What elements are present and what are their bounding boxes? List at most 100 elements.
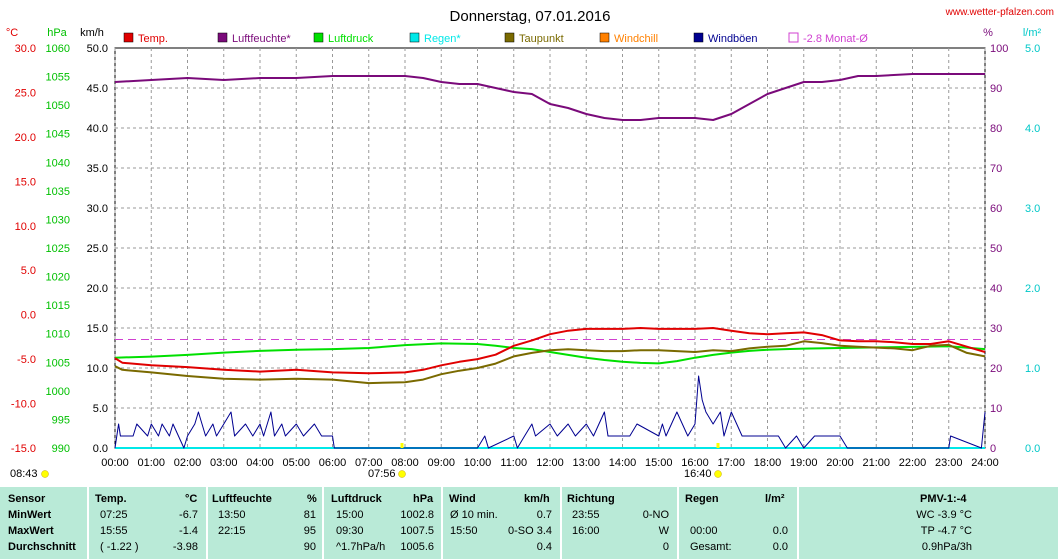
stat-wind-val: 0-SO 3.4 xyxy=(507,525,552,537)
humidity-tick-label: 80 xyxy=(990,123,1002,135)
legend-swatch xyxy=(217,32,228,43)
x-tick-label: 05:00 xyxy=(282,457,310,469)
legend-swatch xyxy=(409,32,420,43)
pressure-tick-label: 1020 xyxy=(46,272,70,284)
rain-tick-label: 1.0 xyxy=(1025,363,1040,375)
pressure-tick-label: 1045 xyxy=(46,129,70,141)
header-pmv: PMV-1:-4 xyxy=(920,493,967,505)
x-tick-label: 21:00 xyxy=(862,457,890,469)
temp-tick-label: 30.0 xyxy=(15,43,36,55)
stat-hum-val: 81 xyxy=(303,509,316,521)
sun-icon xyxy=(41,470,49,478)
temp-tick-label: 5.0 xyxy=(21,265,36,277)
wind-tick-label: 40.0 xyxy=(87,123,108,135)
stat-temp-time: 07:25 xyxy=(100,509,128,521)
wind-tick-label: 5.0 xyxy=(93,403,108,415)
series-line xyxy=(114,342,986,365)
pressure-tick-label: 1030 xyxy=(46,214,70,226)
pressure-tick-label: 990 xyxy=(52,443,70,455)
legend-label: Luftfeuchte* xyxy=(232,33,291,45)
stat-label: Durchschnitt xyxy=(8,541,76,553)
stat-press-time: 15:00 xyxy=(336,509,364,521)
legend-swatch xyxy=(504,32,515,43)
humidity-tick-label: 70 xyxy=(990,163,1002,175)
pressure-tick-label: 1000 xyxy=(46,386,70,398)
legend-label: Regen* xyxy=(424,33,461,45)
legend-label: Windböen xyxy=(708,33,758,45)
header-rain-unit: l/m² xyxy=(765,493,785,505)
humidity-tick-label: 10 xyxy=(990,403,1002,415)
wind-tick-label: 25.0 xyxy=(87,243,108,255)
stat-hum-val: 95 xyxy=(303,525,316,537)
pressure-tick-label: 1040 xyxy=(46,157,70,169)
x-tick-label: 06:00 xyxy=(319,457,347,469)
stat-press-val: 1005.6 xyxy=(400,541,434,553)
x-tick-label: 22:00 xyxy=(899,457,927,469)
pressure-tick-label: 1050 xyxy=(46,100,70,112)
stat-dir-time: 16:00 xyxy=(572,525,600,537)
x-tick-label: 02:00 xyxy=(174,457,202,469)
rain-tick-label: 3.0 xyxy=(1025,203,1040,215)
temp-tick-label: 25.0 xyxy=(15,87,36,99)
stat-label: MinWert xyxy=(8,509,52,521)
stat-wind-time: Ø 10 min. xyxy=(450,509,498,521)
stat-hum-time: 22:15 xyxy=(218,525,246,537)
temp-unit-label: °C xyxy=(6,27,18,39)
stat-temp-time: 15:55 xyxy=(100,525,128,537)
humidity-tick-label: 20 xyxy=(990,363,1002,375)
header-pressure-unit: hPa xyxy=(413,493,434,505)
chart-grid xyxy=(114,47,986,449)
chart-markers: 08:43 07:56 16:40 xyxy=(10,443,722,480)
humidity-unit-label: % xyxy=(983,27,993,39)
wind-tick-label: 0.0 xyxy=(93,443,108,455)
temp-tick-label: 15.0 xyxy=(15,176,36,188)
stat-temp-val: -6.7 xyxy=(179,509,198,521)
humidity-tick-label: 100 xyxy=(990,43,1008,55)
wind-tick-label: 20.0 xyxy=(87,283,108,295)
chart-title: Donnerstag, 07.01.2016 xyxy=(450,8,611,25)
x-tick-label: 13:00 xyxy=(572,457,600,469)
rain-tick-label: 5.0 xyxy=(1025,43,1040,55)
pressure-tick-label: 1055 xyxy=(46,72,70,84)
humidity-tick-label: 0 xyxy=(990,443,996,455)
header-temp: Temp. xyxy=(95,493,127,505)
pressure-unit-label: hPa xyxy=(47,27,67,39)
pressure-tick-label: 1005 xyxy=(46,357,70,369)
stat-hum-time: 13:50 xyxy=(218,509,246,521)
site-url: www.wetter-pfalzen.com xyxy=(945,7,1054,18)
wind-tick-label: 30.0 xyxy=(87,203,108,215)
legend-label: Luftdruck xyxy=(328,33,374,45)
legend-label: Temp. xyxy=(138,33,168,45)
header-rain: Regen xyxy=(685,493,719,505)
stat-rain-val: 0.0 xyxy=(772,525,788,537)
stat-hum-val: 90 xyxy=(303,541,316,553)
humidity-tick-label: 30 xyxy=(990,323,1002,335)
legend-label: Taupunkt xyxy=(519,33,564,45)
wind-tick-label: 35.0 xyxy=(87,163,108,175)
x-tick-label: 17:00 xyxy=(717,457,745,469)
legend-swatch xyxy=(123,32,134,43)
stat-rain-val: 0.0 xyxy=(772,541,788,553)
stat-rain-time: 00:00 xyxy=(690,525,718,537)
x-tick-label: 08:00 xyxy=(391,457,419,469)
header-humidity: Luftfeuchte xyxy=(212,493,272,505)
legend-label: -2.8 Monat-Ø xyxy=(803,33,868,45)
x-tick-label: 11:00 xyxy=(500,457,527,469)
stat-press-time: 09:30 xyxy=(336,525,364,537)
stat-dir-val: 0-NO xyxy=(642,509,669,521)
stat-press-val: 1007.5 xyxy=(400,525,434,537)
pressure-tick-label: 1035 xyxy=(46,186,70,198)
weather-chart: Donnerstag, 07.01.2016 www.wetter-pfalze… xyxy=(6,7,1054,480)
x-tick-label: 19:00 xyxy=(790,457,818,469)
temp-tick-label: -10.0 xyxy=(11,399,36,411)
stat-dir-val: W xyxy=(658,525,669,537)
rain-tick-label: 4.0 xyxy=(1025,123,1040,135)
header-direction: Richtung xyxy=(567,493,615,505)
chart-axes: 30.0 25.0 20.0 15.0 10.0 5.0 0.0 -5.0 -10.0 -15.0… xyxy=(11,43,1040,469)
wind-tick-label: 50.0 xyxy=(87,43,108,55)
humidity-tick-label: 90 xyxy=(990,83,1002,95)
legend-label: Windchill xyxy=(614,33,658,45)
humidity-tick-label: 50 xyxy=(990,243,1002,255)
chart-series xyxy=(114,73,986,449)
stat-press-time: ^1.7hPa/h xyxy=(336,541,386,553)
